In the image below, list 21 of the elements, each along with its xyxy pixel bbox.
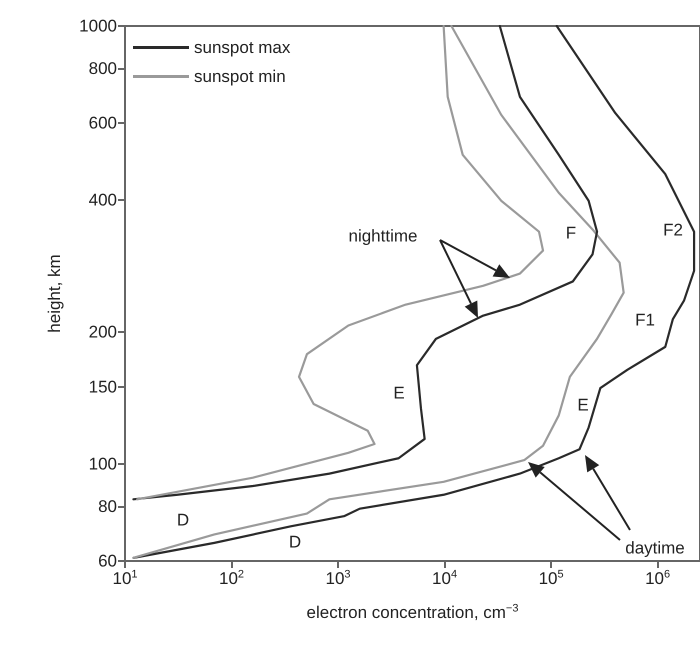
legend-label: sunspot min [194,67,286,86]
y-tick-label: 60 [98,552,117,570]
legend-label: sunspot max [194,38,291,57]
annotation: nighttime [348,226,418,246]
annotation: F1 [635,310,655,330]
y-tick-label: 200 [88,322,117,342]
annotation: D [176,510,190,530]
annotation: E [393,384,405,402]
annotation: E [577,396,589,414]
y-tick-label: 80 [98,496,117,516]
y-tick-label: 150 [88,377,117,396]
y-tick-label: 400 [88,190,117,210]
y-axis-title: height, km [45,254,64,333]
annotation: F2 [663,220,683,240]
y-tick-label: 1000 [79,16,117,36]
y-tick-label: 600 [88,114,117,133]
annotation: F [566,224,576,242]
annotation: D [288,532,302,552]
y-tick-label: 100 [88,454,117,474]
annotation: daytime [625,538,685,558]
y-tick-label: 800 [88,58,117,78]
